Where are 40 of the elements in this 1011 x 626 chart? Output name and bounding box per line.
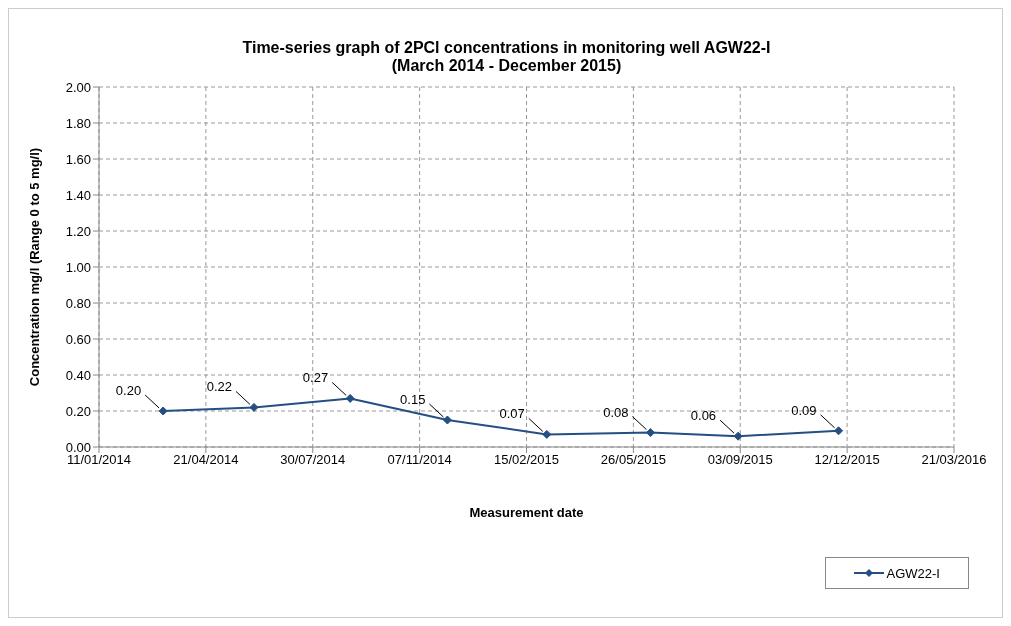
point xyxy=(158,406,168,416)
x-tick-label: 15/02/2015 xyxy=(493,452,560,468)
y-tick-label: 1.60 xyxy=(65,151,91,167)
y-tick-label: 0.20 xyxy=(65,403,91,419)
data-label: 0.22 xyxy=(206,379,232,395)
chart-title: Time-series graph of 2PCl concentrations in monitoring well AGW22-I (March 2014 - December 2015) xyxy=(241,39,772,75)
y-tick-label: 1.80 xyxy=(65,115,91,131)
data-label: 0.15 xyxy=(400,392,426,407)
legend-label: AGW22-I xyxy=(886,565,940,581)
data-label: 0.27 xyxy=(302,370,329,386)
y-tick-label: 1.20 xyxy=(65,223,91,239)
point xyxy=(542,429,552,439)
y-tick-label: 1.00 xyxy=(65,259,91,275)
y-axis-title: Concentration mg/l (Range 0 to 5 mg/l) xyxy=(26,147,42,387)
point xyxy=(733,431,743,441)
point xyxy=(345,393,355,403)
x-tick-label: 21/03/2016 xyxy=(921,452,987,468)
point xyxy=(442,415,452,425)
data-label: 0.08 xyxy=(603,404,629,420)
y-tick-label: 0.40 xyxy=(65,367,91,383)
point xyxy=(645,428,655,438)
x-tick-label: 30/07/2014 xyxy=(280,452,346,468)
x-tick-label: 26/05/2015 xyxy=(600,452,666,468)
point xyxy=(249,402,259,412)
data-label: 0.20 xyxy=(115,383,142,398)
y-tick-label: 2.00 xyxy=(65,79,91,95)
x-tick-label: 03/09/2015 xyxy=(707,452,773,468)
data-label: 0.09 xyxy=(791,402,817,418)
y-tick-label: 1.40 xyxy=(65,187,91,203)
x-tick-label: 12/12/2015 xyxy=(814,452,880,468)
point xyxy=(834,426,844,436)
y-tick-label: 0.80 xyxy=(65,295,91,311)
data-label: 0.06 xyxy=(690,408,717,424)
y-tick-label: 0.00 xyxy=(65,439,91,455)
y-tick-label: 0.60 xyxy=(65,331,91,347)
x-tick-label: 11/01/2014 xyxy=(66,452,132,468)
x-tick-label: 07/11/2014 xyxy=(387,452,452,468)
x-axis-title: Measurement date xyxy=(469,505,584,520)
data-label: 0.07 xyxy=(499,406,525,422)
x-tick-label: 21/04/2014 xyxy=(173,452,239,468)
